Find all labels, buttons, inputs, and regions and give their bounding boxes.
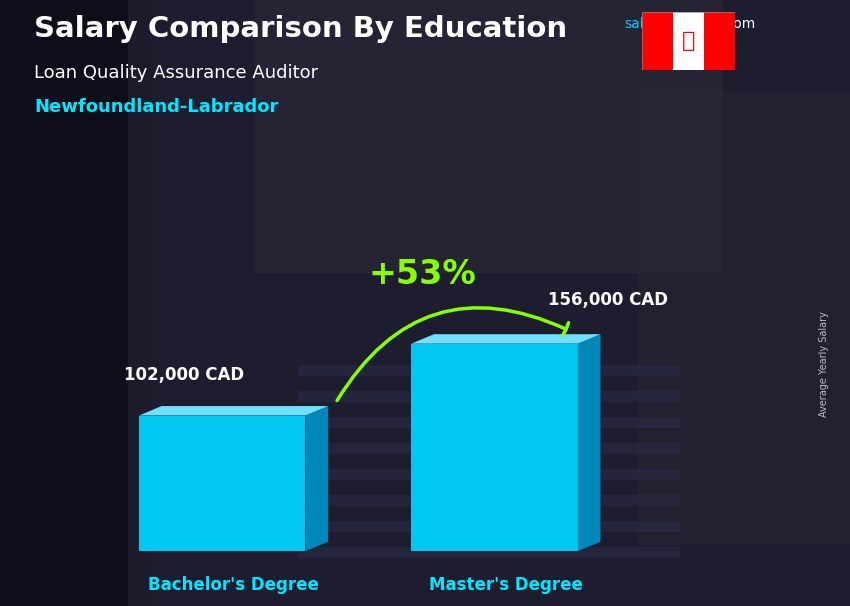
Bar xyxy=(642,12,673,70)
Bar xyxy=(638,91,850,545)
Text: salary: salary xyxy=(625,17,667,31)
Bar xyxy=(298,521,680,531)
Bar xyxy=(704,12,735,70)
Bar xyxy=(128,0,850,606)
Bar xyxy=(298,391,680,402)
Text: Average Yearly Salary: Average Yearly Salary xyxy=(819,311,829,416)
Text: +53%: +53% xyxy=(369,258,477,291)
Polygon shape xyxy=(139,416,305,551)
Bar xyxy=(298,365,680,376)
Polygon shape xyxy=(411,334,600,344)
Polygon shape xyxy=(305,406,328,551)
Polygon shape xyxy=(139,406,328,416)
Bar xyxy=(0,0,153,606)
Bar xyxy=(673,12,704,70)
Polygon shape xyxy=(411,344,578,551)
Text: Loan Quality Assurance Auditor: Loan Quality Assurance Auditor xyxy=(34,64,318,82)
Text: explorer.com: explorer.com xyxy=(666,17,756,31)
Text: 156,000 CAD: 156,000 CAD xyxy=(548,291,668,309)
Text: 🍁: 🍁 xyxy=(682,31,695,51)
Bar xyxy=(298,494,680,505)
Bar xyxy=(298,443,680,454)
Text: Salary Comparison By Education: Salary Comparison By Education xyxy=(34,15,567,43)
Bar xyxy=(298,468,680,479)
Bar xyxy=(298,417,680,428)
Polygon shape xyxy=(578,334,600,551)
Text: Bachelor's Degree: Bachelor's Degree xyxy=(148,576,319,594)
Text: Newfoundland-Labrador: Newfoundland-Labrador xyxy=(34,98,278,116)
Text: 102,000 CAD: 102,000 CAD xyxy=(124,366,245,384)
Bar xyxy=(255,0,722,273)
Text: Master's Degree: Master's Degree xyxy=(429,576,583,594)
Bar xyxy=(298,547,680,558)
